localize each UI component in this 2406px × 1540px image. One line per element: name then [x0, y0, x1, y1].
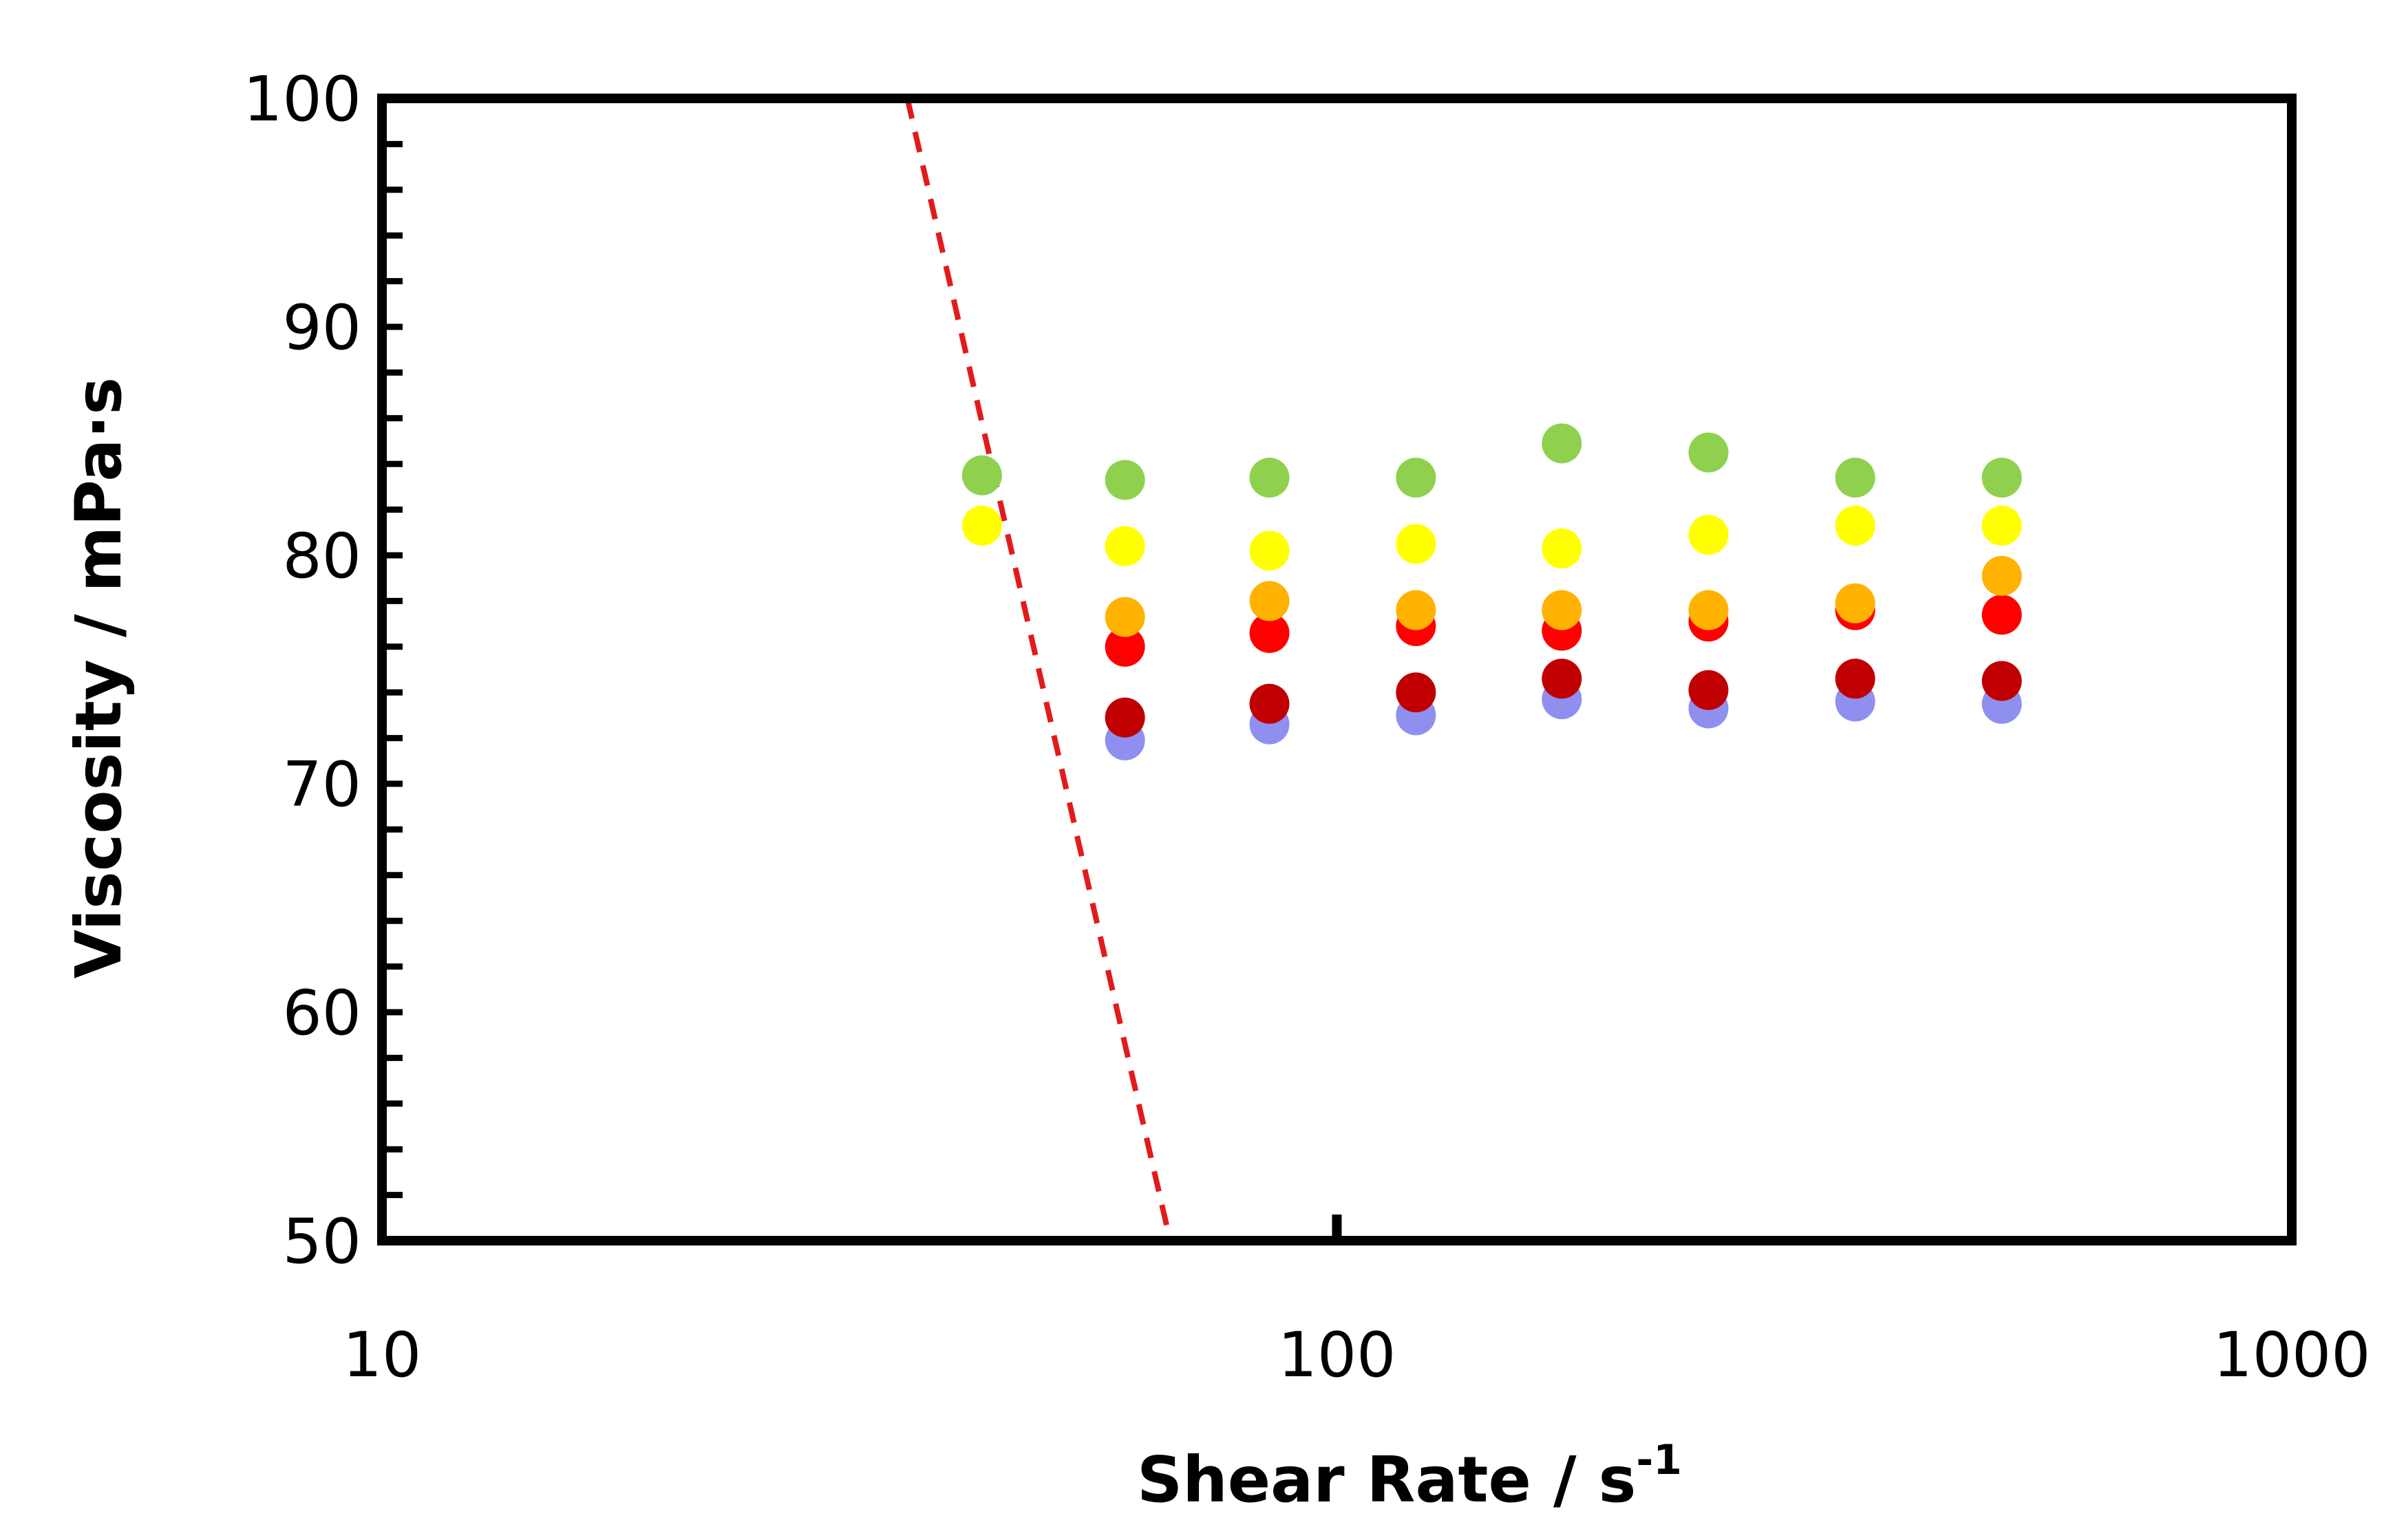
data-point	[1396, 524, 1436, 564]
x-tick-labels: 10 100 1000	[343, 1319, 2371, 1391]
data-point	[1542, 423, 1582, 464]
data-point	[961, 455, 1002, 495]
y-axis-title: Viscosity / mPa·s	[62, 377, 136, 978]
x-tick-label: 1000	[2213, 1319, 2370, 1391]
data-point	[1542, 590, 1582, 630]
data-point	[1249, 531, 1290, 571]
x-axis-title-superscript: -1	[1636, 1436, 1682, 1484]
data-points-layer	[961, 423, 2022, 760]
data-point	[1249, 581, 1290, 621]
data-point	[1688, 590, 1729, 630]
y-tick-label: 90	[282, 292, 361, 364]
data-point	[1981, 595, 2022, 635]
data-point	[1396, 672, 1436, 713]
y-tick-label: 70	[282, 749, 361, 821]
reference-line-layer	[904, 98, 1173, 1241]
x-tick-label: 10	[343, 1319, 422, 1391]
data-point	[1835, 583, 1875, 623]
y-tick-labels: 50 60 70 80 90 100	[243, 63, 361, 1278]
reference-line	[904, 98, 1173, 1241]
data-point	[1396, 590, 1436, 630]
data-point	[1981, 661, 2022, 701]
data-point	[1105, 460, 1145, 500]
x-tick-label: 100	[1278, 1319, 1396, 1391]
data-point	[1835, 659, 1875, 699]
data-point	[1542, 528, 1582, 569]
data-point	[1981, 505, 2022, 546]
y-tick-label: 80	[282, 520, 361, 592]
data-point	[1542, 659, 1582, 699]
data-point	[1105, 626, 1145, 667]
y-tick-label: 50	[282, 1206, 361, 1278]
data-point	[1835, 505, 1875, 546]
y-tick-label: 60	[282, 977, 361, 1049]
data-point	[1835, 458, 1875, 498]
x-axis-title: Shear Rate / s-1	[1137, 1436, 1682, 1517]
data-point	[1249, 612, 1290, 653]
x-axis-title-text: Shear Rate / s	[1137, 1443, 1636, 1517]
y-tick-label: 100	[243, 63, 361, 136]
data-point	[1396, 458, 1436, 498]
data-point	[1688, 515, 1729, 555]
data-point	[1249, 683, 1290, 724]
data-point	[1981, 555, 2022, 596]
data-point	[1249, 458, 1290, 498]
data-point	[1688, 670, 1729, 710]
data-point	[1105, 697, 1145, 738]
data-point	[1688, 432, 1729, 473]
data-point	[961, 505, 1002, 546]
data-point	[1105, 526, 1145, 566]
data-point	[1105, 597, 1145, 637]
data-point	[1981, 458, 2022, 498]
